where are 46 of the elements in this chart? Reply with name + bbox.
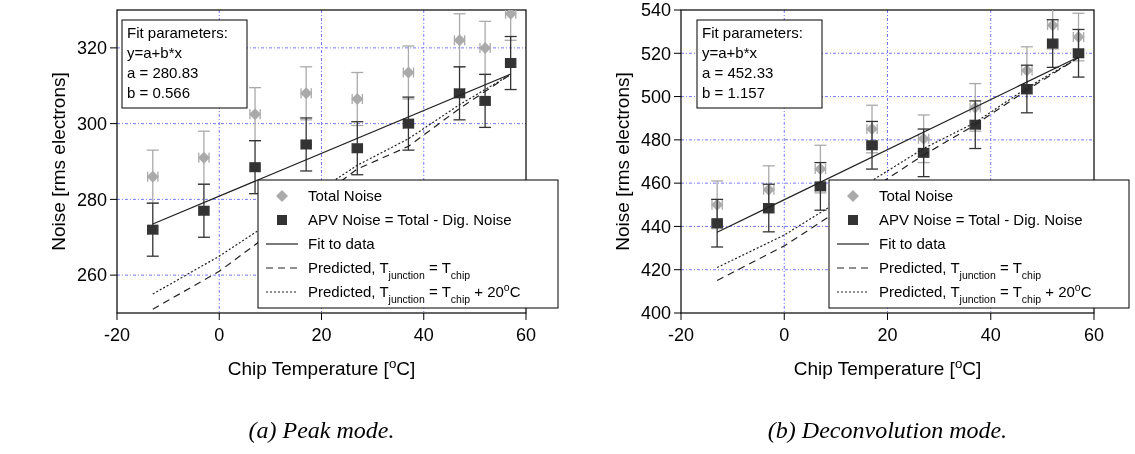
legend-label: Fit to data	[308, 235, 376, 253]
y-tick-label: 260	[76, 265, 107, 286]
x-tick-label: 60	[515, 325, 537, 345]
annotation: b = 1.157	[702, 84, 765, 101]
legend-label: Predicted, T$_{junction}$ = T$_{chip}$	[308, 259, 471, 282]
annotation: b = 0.566	[127, 84, 190, 101]
legend-label: Predicted, T$_{junction}$ = T$_{chip}$ + 20$^{o}$C	[308, 281, 521, 306]
x-tick-label: 20	[877, 325, 898, 345]
legend-label: Predicted, T$_{junction}$ = T$_{chip}$ + 20$^{o}$C	[879, 281, 1092, 306]
y-tick-label: 520	[640, 43, 671, 64]
y-axis-title: Noise [rms electrons]	[612, 72, 633, 251]
text: (b) Deconvolution mode.	[767, 417, 1008, 443]
x-tick-label: 0	[779, 325, 790, 345]
annotation: y=a+b*x	[702, 44, 758, 61]
x-tick-label: 20	[311, 325, 332, 345]
x-tick-label: 0	[214, 325, 225, 345]
y-tick-label: 460	[640, 173, 671, 194]
y-tick-label: 480	[640, 130, 671, 151]
legend-label: Total Noise	[308, 187, 383, 205]
y-tick-label: 420	[640, 260, 671, 281]
x-tick-label: 60	[1083, 325, 1105, 345]
y-tick-label: 540	[640, 0, 671, 21]
y-tick-label: 440	[640, 216, 671, 237]
text: (a) Peak mode.	[248, 417, 395, 443]
annotation: a = 452.33	[702, 64, 774, 81]
y-axis-title: Noise [rms electrons]	[48, 72, 69, 251]
annotation: Fit parameters:	[127, 24, 228, 41]
legend-label: Fit to data	[879, 235, 947, 253]
y-tick-label: 300	[76, 113, 107, 134]
y-tick-label: 400	[640, 303, 671, 324]
y-tick-label: 320	[76, 38, 107, 59]
legend-label: Total Noise	[879, 187, 954, 205]
y-tick-label: 280	[76, 189, 107, 210]
y-tick-label: 500	[640, 86, 671, 107]
x-tick-label: 40	[980, 325, 1001, 345]
annotation: Fit parameters:	[702, 24, 803, 41]
x-tick-label: 40	[413, 325, 434, 345]
x-axis-title: Chip Temperature [$^{o}$C]	[227, 355, 416, 379]
x-tick-label: -20	[667, 325, 695, 345]
legend-label: Predicted, T$_{junction}$ = T$_{chip}$	[879, 259, 1042, 282]
annotation: y=a+b*x	[127, 44, 183, 61]
legend-label: APV Noise = Total - Dig. Noise	[879, 211, 1083, 229]
annotation: a = 280.83	[127, 64, 199, 81]
x-tick-label: -20	[103, 325, 131, 345]
legend-label: APV Noise = Total - Dig. Noise	[308, 211, 512, 229]
x-axis-title: Chip Temperature [$^{o}$C]	[793, 355, 982, 379]
